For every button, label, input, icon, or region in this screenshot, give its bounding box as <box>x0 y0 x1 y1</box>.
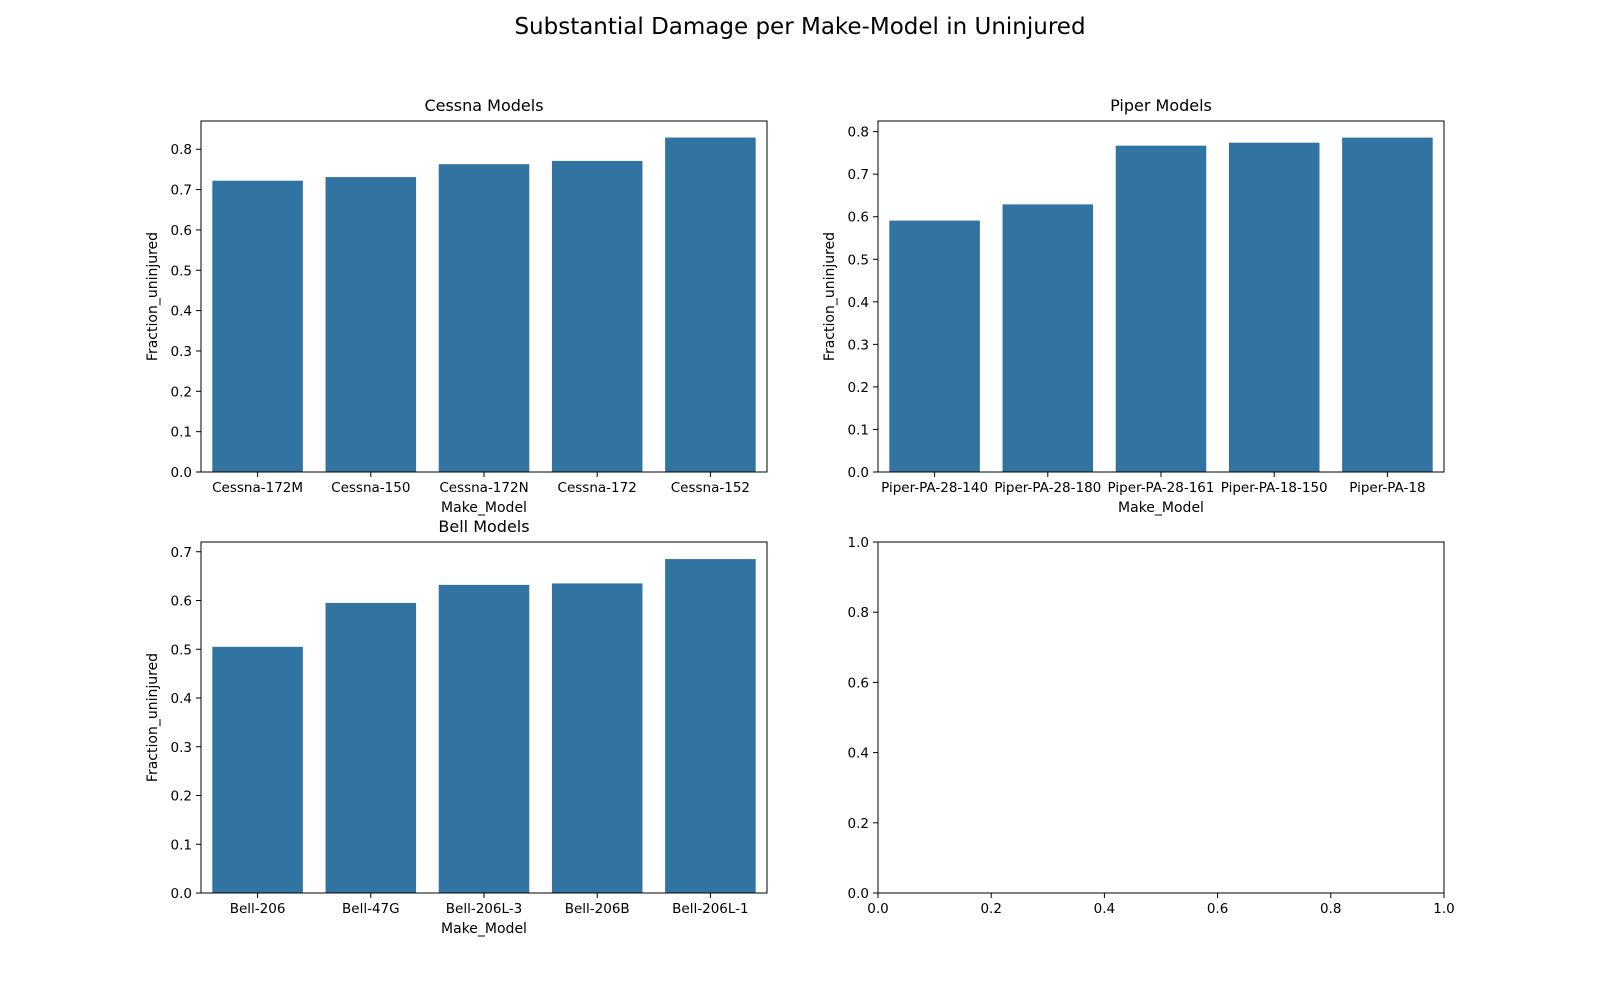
y-axis-label: Fraction_uninjured <box>145 653 161 782</box>
subplot-4: 0.0 0.2 0.4 0.6 0.8 1.0 0.0 0.2 0.4 0.6 0.8 1.0 <box>848 535 1455 917</box>
y-tick-label: 0.1 <box>848 422 869 438</box>
subplot-3: Bell Models Bell-206 Bell-47G Bell-206L-3 Be… <box>145 517 768 937</box>
x-tick-label: Piper-PA-28-140 <box>881 480 988 496</box>
x-tick-label: 0.6 <box>1207 901 1228 917</box>
x-tick-label: Piper-PA-18 <box>1349 480 1425 496</box>
y-tick-label: 0.6 <box>848 210 869 226</box>
x-axis-label: Make_Model <box>441 500 527 516</box>
y-tick-label: 0.0 <box>848 886 869 902</box>
bar-Cessna-172N <box>438 164 530 473</box>
x-tick-label: Bell-47G <box>342 901 400 917</box>
y-tick-label: 0.0 <box>848 465 869 481</box>
x-tick-label: 0.0 <box>867 901 888 917</box>
y-tick-label: 0.3 <box>171 344 192 360</box>
x-tick-label: 0.8 <box>1320 901 1341 917</box>
bar-Bell-206B <box>551 583 643 893</box>
x-tick-label: Piper-PA-28-180 <box>994 480 1101 496</box>
bar-Cessna-150 <box>325 177 417 472</box>
y-tick-label: 0.8 <box>848 125 869 141</box>
y-tick-label: 0.6 <box>171 223 192 239</box>
x-tick-label: Cessna-172N <box>439 480 528 496</box>
y-tick-label: 0.4 <box>171 304 192 320</box>
x-tick-label: Piper-PA-18-150 <box>1221 480 1328 496</box>
y-tick-label: 0.0 <box>171 886 192 902</box>
bar-Piper-PA-28-180 <box>1002 204 1094 472</box>
y-tick-label: 0.3 <box>848 337 869 353</box>
x-axis-label: Make_Model <box>1118 500 1204 516</box>
axes-frame <box>877 120 1445 473</box>
y-tick-label: 0.6 <box>171 594 192 610</box>
y-axis-label: Fraction_uninjured <box>822 232 838 361</box>
y-tick-label: 0.2 <box>848 816 869 832</box>
bar-Piper-PA-28-140 <box>889 220 980 472</box>
y-tick-label: 0.5 <box>848 252 869 268</box>
bar-Piper-PA-18-150 <box>1228 142 1320 472</box>
x-tick-label: 0.4 <box>1094 901 1115 917</box>
x-axis-label: Make_Model <box>441 921 527 937</box>
y-tick-label: 0.1 <box>171 425 192 441</box>
x-tick-label: 1.0 <box>1433 901 1454 917</box>
subplot-title: Cessna Models <box>424 96 543 115</box>
subplot-title: Bell Models <box>438 517 529 536</box>
x-tick-label: Bell-206B <box>565 901 630 917</box>
bar-Bell-47G <box>325 602 417 893</box>
bar-Bell-206L-1 <box>665 559 756 893</box>
y-tick-label: 0.7 <box>848 167 869 183</box>
bar-Piper-PA-18 <box>1342 137 1433 473</box>
y-tick-label: 0.1 <box>171 837 192 853</box>
x-tick-label: Bell-206 <box>230 901 286 917</box>
y-tick-label: 0.5 <box>171 642 192 658</box>
bar-Bell-206 <box>212 646 303 893</box>
axes-frame <box>200 120 768 473</box>
bar-Cessna-172 <box>551 160 643 472</box>
x-tick-label: Bell-206L-3 <box>446 901 522 917</box>
x-tick-label: Cessna-152 <box>671 480 750 496</box>
y-tick-label: 0.7 <box>171 545 192 561</box>
y-tick-label: 0.2 <box>171 789 192 805</box>
bar-Piper-PA-28-161 <box>1115 145 1207 472</box>
y-tick-label: 0.4 <box>848 295 869 311</box>
y-tick-label: 0.4 <box>171 691 192 707</box>
subplot-2: Piper Models Piper-PA-28-140 Piper-PA-28-1… <box>822 96 1445 516</box>
x-tick-label: 0.2 <box>980 901 1001 917</box>
axes-frame <box>877 541 1445 894</box>
y-tick-label: 0.2 <box>848 380 869 396</box>
y-tick-label: 0.7 <box>171 183 192 199</box>
y-tick-label: 1.0 <box>848 535 869 551</box>
x-tick-label: Cessna-172M <box>212 480 303 496</box>
axes-frame <box>200 541 768 894</box>
subplot-title: Piper Models <box>1110 96 1212 115</box>
bar-Cessna-152 <box>665 137 756 472</box>
y-tick-label: 0.3 <box>171 740 192 756</box>
y-tick-label: 0.8 <box>848 605 869 621</box>
y-axis-label: Fraction_uninjured <box>145 232 161 361</box>
y-tick-label: 0.8 <box>171 142 192 158</box>
y-tick-label: 0.6 <box>848 675 869 691</box>
figure-title: Substantial Damage per Make-Model in Uni… <box>514 14 1086 40</box>
bar-Cessna-172M <box>212 180 303 473</box>
y-tick-label: 0.0 <box>171 465 192 481</box>
y-tick-label: 0.2 <box>171 384 192 400</box>
x-tick-label: Piper-PA-28-161 <box>1108 480 1215 496</box>
x-tick-label: Cessna-150 <box>331 480 410 496</box>
x-tick-label: Bell-206L-1 <box>672 901 748 917</box>
x-tick-label: Cessna-172 <box>558 480 637 496</box>
bar-Bell-206L-3 <box>438 584 530 893</box>
y-tick-label: 0.4 <box>848 746 869 762</box>
subplot-1: Cessna Models Cessna-172M Cessna-150 Cessna… <box>145 96 768 516</box>
y-tick-label: 0.5 <box>171 263 192 279</box>
